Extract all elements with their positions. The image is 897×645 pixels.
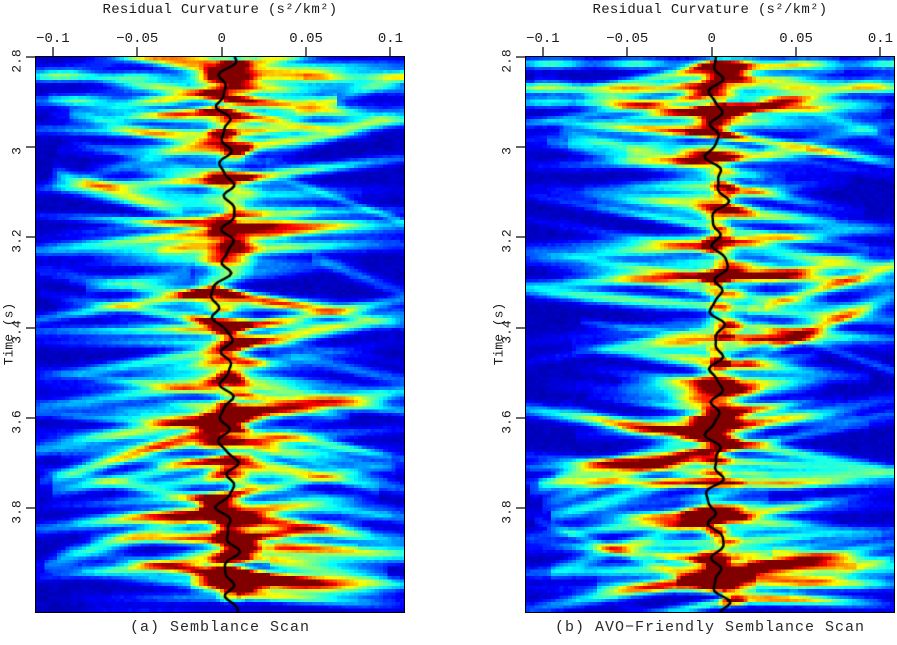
x-tick-mark — [389, 47, 392, 56]
subfigure-caption: (b) AVO−Friendly Semblance Scan — [554, 619, 866, 636]
y-tick-mark — [516, 326, 525, 329]
x-tick-mark — [220, 47, 223, 56]
y-tick-mark — [516, 416, 525, 419]
x-tick-mark — [795, 47, 798, 56]
x-tick-label: 0.05 — [779, 31, 813, 47]
y-tick-mark — [516, 236, 525, 239]
x-tick-label: −0.1 — [36, 31, 70, 47]
x-tick-label: −0.05 — [606, 31, 649, 47]
x-tick-mark — [541, 47, 544, 56]
pick-curve-overlay — [526, 57, 894, 612]
x-tick-mark — [710, 47, 713, 56]
x-tick-label: −0.05 — [116, 31, 159, 47]
panel-semblance-scan: Residual Curvature (s²/km²) −0.1 −0.05 0 0.… — [0, 0, 407, 645]
y-tick-mark — [26, 56, 35, 58]
y-tick-mark — [516, 146, 525, 149]
y-tick-mark — [516, 507, 525, 510]
x-tick-label: 0 — [707, 31, 716, 47]
panel-avo-friendly-semblance-scan: Residual Curvature (s²/km²) −0.1 −0.05 0 0.… — [490, 0, 897, 645]
x-tick-label: 0.05 — [289, 31, 323, 47]
x-tick-mark — [305, 47, 308, 56]
x-axis-title: Residual Curvature (s²/km²) — [592, 2, 828, 18]
x-axis-title: Residual Curvature (s²/km²) — [102, 2, 338, 18]
y-tick-mark — [26, 146, 35, 149]
x-tick-label: −0.1 — [526, 31, 560, 47]
heatmap-plot-area — [525, 56, 895, 613]
x-tick-mark — [626, 47, 629, 56]
x-tick-label: 0 — [217, 31, 226, 47]
x-tick-mark — [136, 47, 139, 56]
pick-curve-overlay — [36, 57, 404, 612]
y-tick-mark — [26, 416, 35, 419]
heatmap-plot-area — [35, 56, 405, 613]
y-tick-mark — [26, 236, 35, 239]
x-tick-label: 0.1 — [377, 31, 404, 47]
x-tick-label: 0.1 — [867, 31, 894, 47]
y-tick-mark — [26, 507, 35, 510]
y-tick-mark — [516, 56, 525, 58]
x-tick-mark — [879, 47, 882, 56]
x-tick-mark — [51, 47, 54, 56]
subfigure-caption: (a) Semblance Scan — [129, 619, 311, 636]
y-tick-mark — [26, 326, 35, 329]
